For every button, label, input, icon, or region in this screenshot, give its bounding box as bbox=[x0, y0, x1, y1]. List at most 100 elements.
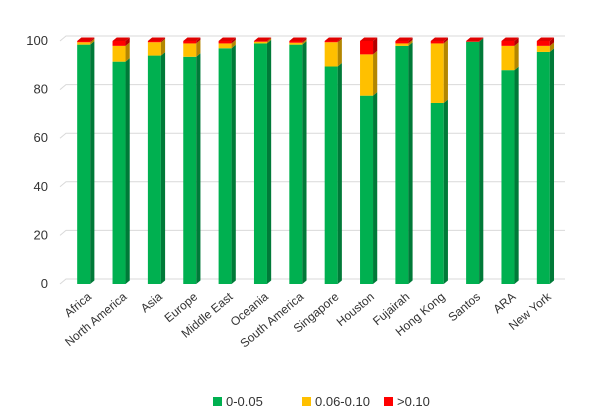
bar-segment-side bbox=[514, 42, 519, 71]
bar-segment-side bbox=[408, 37, 413, 44]
bar-asia bbox=[147, 37, 166, 284]
bar-top bbox=[360, 37, 378, 41]
bar-segment-side bbox=[337, 37, 342, 43]
bar-segment-side bbox=[373, 92, 378, 284]
y-tick-label: 0 bbox=[41, 276, 48, 291]
bar-segment-0-0.05 bbox=[395, 45, 409, 284]
bar-top bbox=[324, 37, 342, 41]
bar-segment-0.06-0.10 bbox=[77, 42, 91, 45]
bar-segment->0.10 bbox=[324, 41, 338, 43]
bar-segment->0.10 bbox=[501, 41, 515, 46]
bar-segment-side bbox=[443, 39, 448, 103]
bar-segment-0-0.05 bbox=[430, 102, 444, 284]
bar-segment-side bbox=[266, 39, 272, 285]
gridline bbox=[59, 84, 565, 90]
bar-segment-side bbox=[160, 37, 166, 43]
bar-segment-side bbox=[373, 37, 378, 55]
bar-segment-side bbox=[266, 37, 272, 42]
bar-segment-side bbox=[196, 53, 201, 284]
legend-label: 0-0.05 bbox=[226, 394, 263, 409]
bar-segment->0.10 bbox=[147, 41, 161, 43]
x-tick-label: Asia bbox=[138, 289, 165, 315]
y-axis: 0 20 40 60 80 100 bbox=[26, 33, 48, 291]
bar-top bbox=[183, 37, 201, 41]
bar-segment->0.10 bbox=[218, 41, 232, 44]
bar-segment-side bbox=[549, 37, 555, 46]
bar-segment-0.06-0.10 bbox=[360, 54, 374, 96]
bar-segment->0.10 bbox=[289, 41, 303, 43]
bar-segment-side bbox=[90, 41, 95, 284]
y-tick-label: 40 bbox=[34, 179, 48, 194]
bar-segment-side bbox=[373, 50, 378, 96]
bar-segment-side bbox=[479, 37, 484, 42]
bar-segment-0.06-0.10 bbox=[395, 43, 409, 46]
bar-segment-0-0.05 bbox=[324, 66, 338, 284]
bar-segment-0.06-0.10 bbox=[218, 43, 232, 49]
bar-segment-side bbox=[125, 42, 130, 62]
bar-ara bbox=[501, 37, 519, 284]
bar-segment-side bbox=[196, 39, 201, 57]
bar-top bbox=[218, 37, 236, 41]
bar-new-york bbox=[536, 37, 555, 285]
bar-oceania bbox=[253, 37, 272, 285]
bar-segment-side bbox=[337, 63, 342, 284]
legend-swatch bbox=[213, 397, 222, 406]
gridline bbox=[59, 35, 565, 42]
bar-segment->0.10 bbox=[430, 41, 444, 44]
bar-segment-side bbox=[337, 38, 342, 67]
bar-segment-side bbox=[302, 41, 307, 284]
legend-swatch bbox=[384, 397, 393, 406]
bar-segment-side bbox=[514, 37, 519, 46]
legend-label: >0.10 bbox=[397, 394, 430, 409]
bar-houston bbox=[360, 37, 378, 284]
bar-segment-0-0.05 bbox=[77, 44, 91, 284]
bar-top bbox=[501, 37, 519, 41]
bar-hong-kong bbox=[430, 37, 448, 284]
bar-segment-0-0.05 bbox=[501, 70, 515, 284]
bar-segment-0.06-0.10 bbox=[324, 42, 338, 67]
bar-segment-0.06-0.10 bbox=[536, 45, 550, 52]
bar-segment-side bbox=[479, 38, 484, 284]
bar-segment-side bbox=[549, 48, 555, 285]
legend-item: 0-0.05 bbox=[213, 394, 263, 409]
bar-segment-0.06-0.10 bbox=[112, 45, 126, 62]
bar-segment->0.10 bbox=[466, 41, 480, 42]
y-tick-label: 80 bbox=[34, 82, 48, 97]
bar-segment-0.06-0.10 bbox=[289, 42, 303, 45]
bar-segment-0-0.05 bbox=[536, 51, 550, 285]
bar-segment-side bbox=[160, 38, 166, 56]
bar-middle-east bbox=[218, 37, 236, 284]
bar-top bbox=[430, 37, 448, 41]
legend: 0-0.05 0.06-0.10 >0.10 bbox=[213, 394, 430, 409]
bar-singapore bbox=[324, 37, 342, 284]
bar-segment-0-0.05 bbox=[183, 56, 197, 284]
bar-segment-side bbox=[160, 52, 166, 284]
bar-fujairah bbox=[395, 37, 413, 284]
bar-south-america bbox=[289, 37, 307, 284]
bar-segment->0.10 bbox=[112, 41, 126, 46]
bar-segment-side bbox=[408, 42, 413, 284]
bar-top bbox=[147, 37, 166, 41]
bar-top bbox=[289, 37, 307, 41]
bar-segment-0.06-0.10 bbox=[430, 43, 444, 103]
bar-segment-side bbox=[514, 66, 519, 284]
bar-segment-side bbox=[408, 39, 413, 46]
legend-item: 0.06-0.10 bbox=[302, 394, 370, 409]
bar-segment-0-0.05 bbox=[112, 61, 126, 284]
bar-segment->0.10 bbox=[77, 41, 91, 43]
bar-segment-side bbox=[443, 99, 448, 284]
bar-top bbox=[112, 37, 130, 41]
bar-segment-side bbox=[90, 37, 95, 43]
bar-segment-side bbox=[443, 37, 448, 44]
gridlines bbox=[59, 35, 565, 285]
bar-north-america bbox=[112, 37, 130, 284]
bar-segment-0-0.05 bbox=[218, 48, 232, 284]
bar-segment-0.06-0.10 bbox=[147, 42, 161, 56]
bar-segment->0.10 bbox=[536, 41, 550, 46]
bar-top bbox=[395, 37, 413, 41]
bar-segment-0-0.05 bbox=[360, 95, 374, 284]
bar-segment-side bbox=[90, 38, 95, 45]
bar-segment->0.10 bbox=[395, 41, 409, 44]
